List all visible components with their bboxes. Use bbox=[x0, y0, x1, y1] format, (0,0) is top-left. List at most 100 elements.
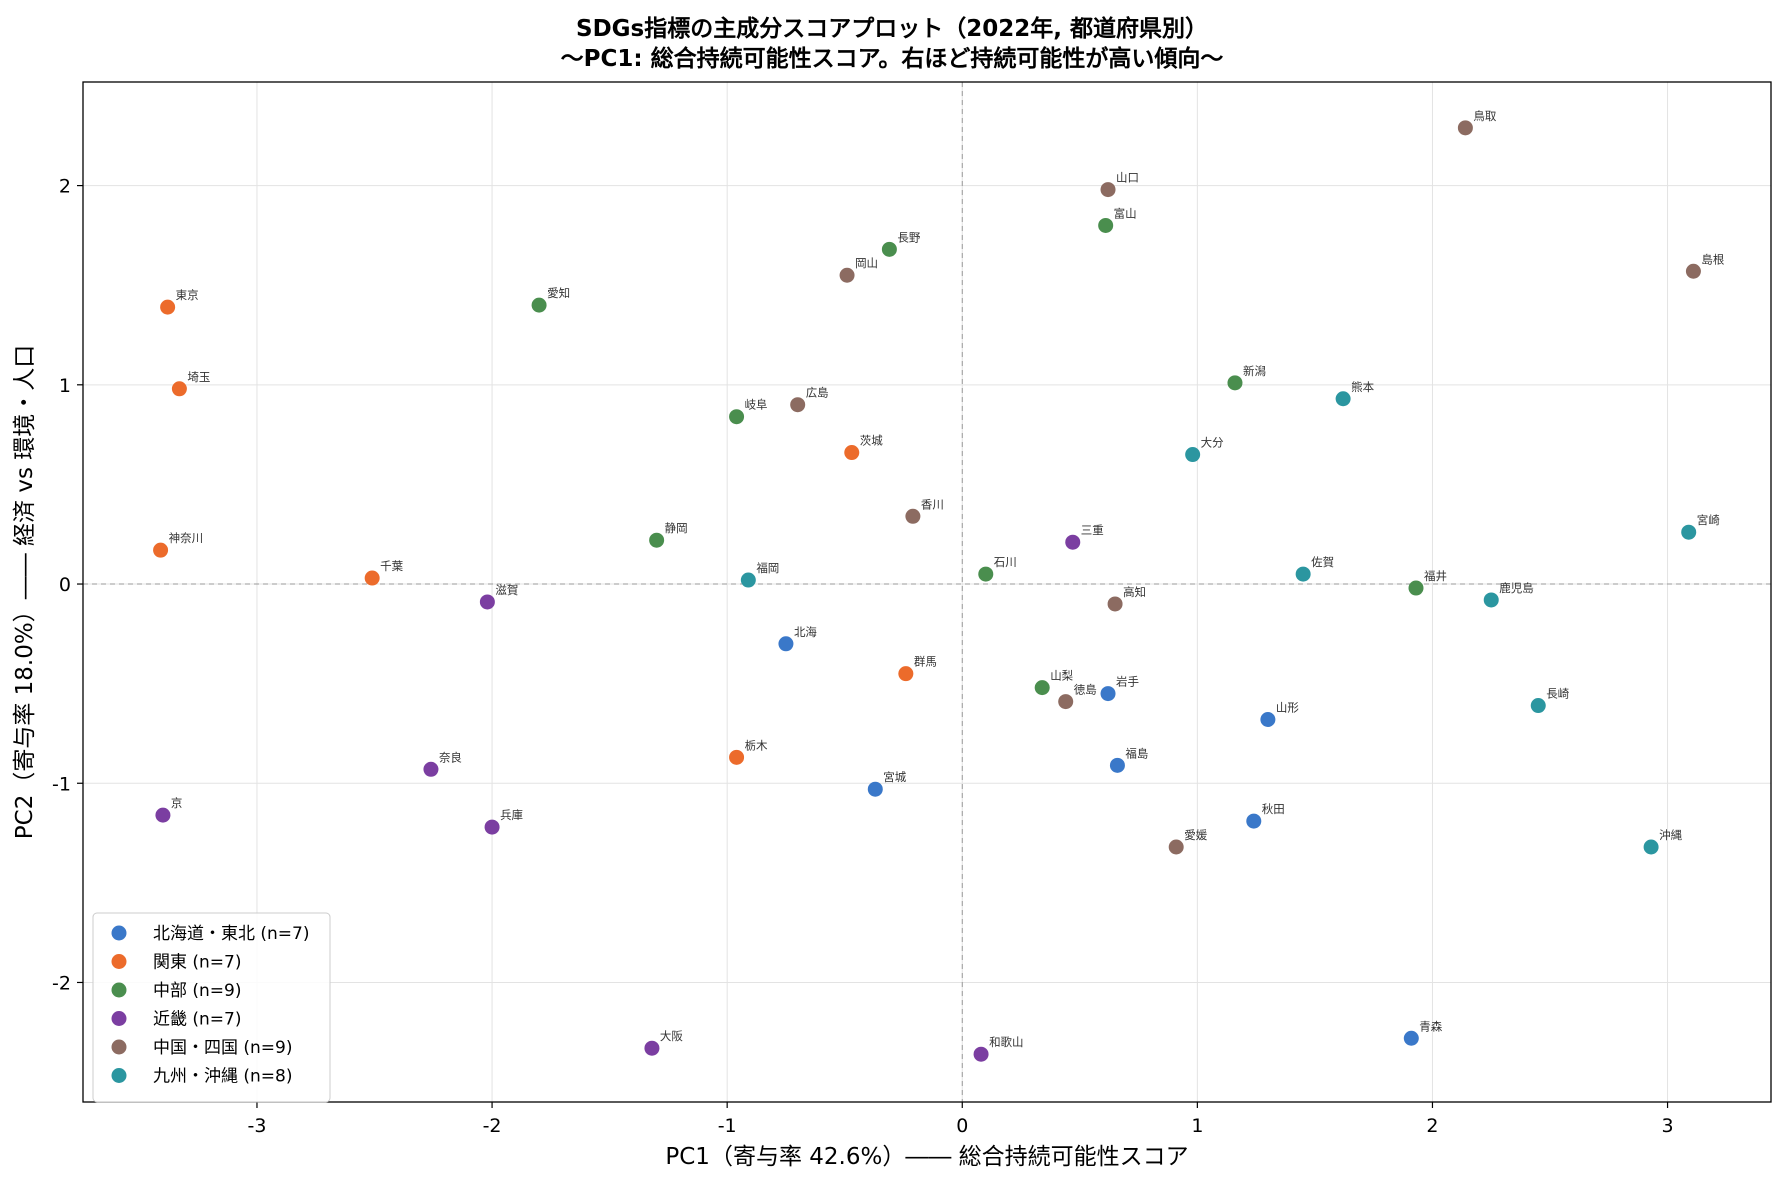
data-point bbox=[1168, 839, 1184, 855]
point-label: 愛媛 bbox=[1184, 828, 1207, 842]
plot-area-frame bbox=[82, 81, 1772, 1103]
y-axis-label: PC2（寄与率 18.0%）―― 経済 vs 環境・人口 bbox=[12, 345, 38, 839]
point-label: 沖縄 bbox=[1659, 828, 1682, 842]
point-label: 兵庫 bbox=[500, 808, 523, 822]
legend-marker bbox=[111, 1068, 127, 1083]
point-label: 長野 bbox=[897, 230, 920, 244]
data-point bbox=[1100, 182, 1116, 198]
data-point bbox=[790, 397, 806, 413]
point-label: 佐賀 bbox=[1311, 555, 1334, 569]
point-label: 静岡 bbox=[665, 521, 688, 535]
data-point bbox=[155, 807, 171, 823]
legend-label: 北海道・東北 (n=7) bbox=[153, 924, 310, 944]
x-tick-label: -3 bbox=[247, 1115, 266, 1137]
point-label: 神奈川 bbox=[169, 531, 204, 545]
y-tick-label: 1 bbox=[59, 375, 71, 397]
data-point bbox=[778, 636, 794, 652]
data-point bbox=[531, 297, 547, 313]
data-point bbox=[1403, 1030, 1419, 1046]
legend-box bbox=[92, 912, 331, 1103]
legend-label: 関東 (n=7) bbox=[153, 953, 242, 973]
data-point bbox=[1227, 375, 1243, 391]
point-label: 香川 bbox=[921, 497, 944, 511]
legend-label: 中部 (n=9) bbox=[153, 981, 242, 1001]
point-label: 徳島 bbox=[1074, 683, 1097, 697]
data-point bbox=[171, 381, 187, 397]
point-label: 奈良 bbox=[439, 750, 462, 764]
data-point bbox=[1681, 524, 1697, 540]
data-point bbox=[1530, 698, 1546, 714]
y-tick-label: -1 bbox=[52, 773, 71, 795]
chart-title: SDGs指標の主成分スコアプロット（2022年, 都道府県別） 〜PC1: 総合… bbox=[561, 15, 1224, 72]
point-label: 高知 bbox=[1123, 585, 1146, 599]
point-label: 新潟 bbox=[1243, 364, 1266, 378]
point-label: 岡山 bbox=[855, 256, 878, 270]
zero-lines bbox=[83, 82, 1771, 1102]
data-point bbox=[153, 542, 169, 558]
y-tick-label: 0 bbox=[59, 574, 71, 596]
data-point bbox=[729, 749, 745, 765]
point-label: 北海 bbox=[794, 625, 817, 639]
data-point bbox=[844, 445, 860, 461]
point-label: 福井 bbox=[1424, 569, 1447, 583]
title-line-1: SDGs指標の主成分スコアプロット（2022年, 都道府県別） bbox=[576, 15, 1208, 42]
data-point bbox=[1058, 694, 1074, 710]
data-point bbox=[649, 532, 665, 548]
data-point bbox=[1457, 120, 1473, 136]
data-point bbox=[1065, 534, 1081, 550]
point-label: 長崎 bbox=[1546, 687, 1569, 701]
data-point bbox=[839, 267, 855, 283]
point-label: 茨城 bbox=[860, 434, 883, 448]
x-axis-label: PC1（寄与率 42.6%）―― 総合持続可能性スコア bbox=[665, 1144, 1188, 1170]
data-point bbox=[905, 508, 921, 524]
point-label: 山形 bbox=[1276, 701, 1299, 715]
data-point bbox=[1246, 813, 1262, 829]
point-label: 福島 bbox=[1125, 746, 1148, 760]
x-tick-label: 1 bbox=[1191, 1115, 1203, 1137]
data-point bbox=[479, 594, 495, 610]
point-label: 群馬 bbox=[914, 655, 937, 669]
point-label: 青森 bbox=[1419, 1019, 1442, 1033]
point-label: 大阪 bbox=[660, 1029, 683, 1043]
data-point bbox=[867, 781, 883, 797]
data-point bbox=[898, 666, 914, 682]
data-point bbox=[1295, 566, 1311, 582]
legend-marker bbox=[111, 1011, 127, 1026]
point-label: 宮崎 bbox=[1697, 513, 1720, 527]
point-label: 岐阜 bbox=[745, 398, 768, 412]
point-label: 愛知 bbox=[547, 286, 570, 300]
data-point bbox=[1643, 839, 1659, 855]
data-point bbox=[1483, 592, 1499, 608]
data-point bbox=[1100, 686, 1116, 702]
data-point bbox=[740, 572, 756, 588]
axis-ticks: -3 -2 -1 0 1 2 3 -2 -1 0 1 2 bbox=[52, 176, 1674, 1137]
data-point bbox=[423, 761, 439, 777]
point-label: 大分 bbox=[1201, 436, 1224, 450]
point-label: 熊本 bbox=[1351, 380, 1374, 394]
point-label: 鳥取 bbox=[1473, 109, 1496, 123]
data-point bbox=[1034, 680, 1050, 696]
legend-marker bbox=[111, 1039, 127, 1055]
point-label: 秋田 bbox=[1262, 802, 1285, 816]
legend-label: 中国・四国 (n=9) bbox=[153, 1038, 293, 1058]
point-label: 宮城 bbox=[883, 770, 906, 784]
point-label: 滋賀 bbox=[495, 583, 518, 597]
legend-marker bbox=[111, 925, 127, 941]
x-tick-label: -2 bbox=[483, 1115, 502, 1137]
legend: 北海道・東北 (n=7) 関東 (n=7) 中部 (n=9) 近畿 (n=7) 中国・四… bbox=[92, 912, 331, 1103]
point-label: 山梨 bbox=[1050, 669, 1073, 683]
x-tick-label: 2 bbox=[1426, 1115, 1438, 1137]
point-label: 埼玉 bbox=[187, 370, 210, 384]
point-label: 東京 bbox=[176, 288, 199, 302]
data-point bbox=[1408, 580, 1424, 596]
legend-marker bbox=[111, 982, 127, 998]
point-label: 和歌山 bbox=[989, 1035, 1024, 1049]
data-point bbox=[1185, 447, 1201, 463]
x-tick-label: 0 bbox=[956, 1115, 968, 1137]
point-label: 鹿児島 bbox=[1499, 581, 1534, 595]
data-point bbox=[1335, 391, 1351, 407]
data-point bbox=[973, 1046, 989, 1062]
legend-marker bbox=[111, 954, 127, 969]
